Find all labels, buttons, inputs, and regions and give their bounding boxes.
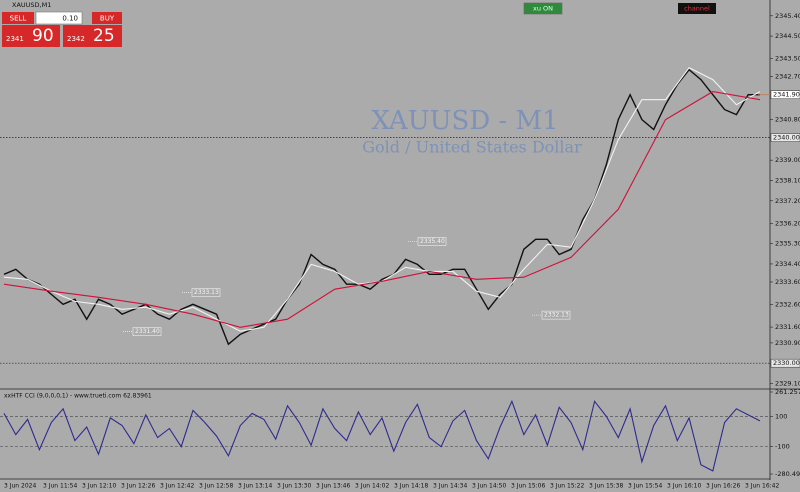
level-tag-label: 2330.00 <box>773 359 800 367</box>
time-label: 3 Jun 14:34 <box>433 483 467 490</box>
lot-value[interactable]: 0.10 <box>62 15 78 23</box>
time-label: 3 Jun 12:26 <box>121 483 155 490</box>
xu-label[interactable]: xu ON <box>533 5 553 13</box>
channel-button[interactable] <box>678 3 716 14</box>
annotation-label: 2335.40 <box>420 238 445 245</box>
buy-button[interactable] <box>92 12 122 24</box>
annotation-box <box>132 327 162 336</box>
time-label: 3 Jun 15:22 <box>550 483 584 490</box>
lot-input[interactable] <box>35 11 83 25</box>
y-tick-label: 2339.00 <box>775 156 800 164</box>
y-tick-label: -280.49617 <box>775 470 800 478</box>
y-tick-label: 2345.40 <box>775 12 800 20</box>
xu-button[interactable] <box>523 2 563 15</box>
y-tick-label: 2337.20 <box>775 197 800 205</box>
time-label: 3 Jun 16:42 <box>745 483 779 490</box>
bid-big[interactable]: 2341 <box>6 35 24 43</box>
y-tick-label: 2342.70 <box>775 73 800 81</box>
y-tick-label: 2336.20 <box>775 219 800 227</box>
time-label: 3 Jun 13:30 <box>277 483 311 490</box>
y-tick-label: 2333.60 <box>775 278 800 286</box>
time-label: 3 Jun 12:58 <box>199 483 233 490</box>
time-label: 3 Jun 16:10 <box>667 483 701 490</box>
ask-big[interactable]: 2342 <box>67 35 85 43</box>
y-tick-label: 2334.40 <box>775 260 800 268</box>
bid-box[interactable] <box>2 25 60 47</box>
time-label: 3 Jun 11:54 <box>43 483 77 490</box>
y-tick-label: 2344.50 <box>775 32 800 40</box>
time-label: 3 Jun 2024 <box>4 483 36 490</box>
price-line <box>3 91 761 328</box>
buy-label[interactable]: BUY <box>100 15 115 23</box>
bid-small[interactable]: 90 <box>32 26 54 46</box>
y-tick-label: 2338.10 <box>775 176 800 184</box>
channel-label[interactable]: channel <box>684 5 710 13</box>
time-label: 3 Jun 14:18 <box>394 483 428 490</box>
y-tick-label: -100 <box>775 443 790 451</box>
ask-small[interactable]: 25 <box>93 26 115 46</box>
time-label: 3 Jun 13:14 <box>238 483 272 490</box>
annotation-label: 2332.13 <box>544 312 569 319</box>
ask-box[interactable] <box>63 25 122 47</box>
watermark-subtitle: Gold / United States Dollar <box>362 138 582 157</box>
annotation-box <box>191 288 221 297</box>
annotation-label: 2331.40 <box>135 328 160 335</box>
window-title: XAUUSD,M1 <box>12 1 51 9</box>
y-tick-label: 2329.10 <box>775 379 800 387</box>
y-tick-label: 2343.50 <box>775 55 800 63</box>
watermark-title: XAUUSD - M1 <box>371 106 558 136</box>
last-price-label: 2341.90 <box>773 91 800 99</box>
y-tick-label: 261.25712 <box>775 388 800 396</box>
y-tick-label: 2332.60 <box>775 301 800 309</box>
time-label: 3 Jun 15:06 <box>511 483 545 490</box>
y-tick-label: 100 <box>775 412 787 420</box>
cci-line <box>3 399 761 472</box>
time-label: 3 Jun 13:46 <box>316 483 350 490</box>
annotation-box <box>417 237 447 246</box>
time-label: 3 Jun 14:02 <box>355 483 389 490</box>
time-label: 3 Jun 16:26 <box>706 483 740 490</box>
y-tick-label: 2331.60 <box>775 323 800 331</box>
time-label: 3 Jun 15:38 <box>589 483 623 490</box>
time-label: 3 Jun 14:50 <box>472 483 506 490</box>
time-label: 3 Jun 12:42 <box>160 483 194 490</box>
annotation-box <box>541 310 571 320</box>
y-tick-label: 2330.90 <box>775 339 800 347</box>
price-line <box>3 68 760 346</box>
last-price-tag <box>770 90 800 99</box>
indicator-title: xxHTF CCI (9,0,0,0,1) - www.trueti.com 6… <box>4 393 152 400</box>
time-label: 3 Jun 15:54 <box>628 483 662 490</box>
level-tag-label: 2340.00 <box>773 134 800 142</box>
y-tick-label: 2335.30 <box>775 240 800 248</box>
level-tag <box>770 358 800 368</box>
sell-button[interactable] <box>2 12 34 24</box>
level-tag <box>770 133 800 142</box>
time-label: 3 Jun 12:10 <box>82 483 116 490</box>
annotation-label: 2333.13 <box>194 289 219 296</box>
sell-label[interactable]: SELL <box>10 15 27 23</box>
y-tick-label: 2340.80 <box>775 116 800 124</box>
